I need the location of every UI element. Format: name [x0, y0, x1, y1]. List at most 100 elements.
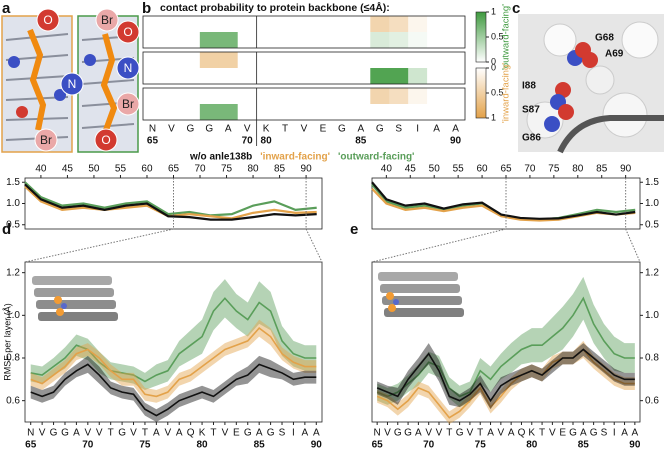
x-tick-number: 75: [475, 440, 487, 451]
x-tick-label: G: [205, 124, 213, 135]
x-tick-label: A: [580, 428, 587, 439]
row-label: N: [124, 61, 133, 75]
heat-cell: [370, 88, 390, 104]
heat-cell: [237, 52, 257, 68]
x-tick-label: 45: [405, 164, 417, 175]
heat-cell: [218, 104, 239, 120]
heat-cell: [370, 32, 390, 48]
panel-label: e: [350, 221, 358, 238]
heat-cell: [294, 104, 314, 120]
x-tick-label: A: [508, 428, 515, 439]
heat-cell: [313, 88, 333, 104]
y-tick-label: 1.2: [645, 267, 659, 278]
x-tick-label: N: [374, 428, 381, 439]
heat-cell: [275, 104, 295, 120]
x-tick-label: V: [498, 428, 505, 439]
row-frame: [142, 87, 466, 121]
x-tick-label: G: [590, 428, 598, 439]
x-tick-label: T: [282, 124, 288, 135]
residue-label: S87: [522, 105, 540, 116]
heat-cell: [275, 52, 295, 68]
heat-cell: [180, 88, 201, 104]
x-tick-label: E: [559, 428, 566, 439]
x-tick-label: 55: [115, 164, 127, 175]
heat-cell: [332, 52, 352, 68]
heat-cell: [199, 68, 220, 84]
legend-entry: 'inward-facing': [260, 152, 330, 163]
heat-cell: [143, 68, 163, 84]
atom-icon: [94, 128, 118, 152]
x-tick-label: G: [338, 124, 346, 135]
series-line: [24, 181, 317, 217]
y-tick-label: 0.6: [6, 395, 20, 406]
heat-cell: [351, 68, 371, 84]
x-tick-label: A: [621, 428, 628, 439]
x-tick-label: K: [528, 428, 535, 439]
x-tick-label: G: [118, 428, 126, 439]
x-tick-label: S: [601, 428, 608, 439]
band: [30, 319, 317, 403]
heat-cell: [143, 52, 163, 68]
x-tick-number: 85: [254, 440, 266, 451]
heat-cell: [143, 16, 163, 32]
x-tick-label: V: [164, 428, 171, 439]
x-tick-label: V: [425, 428, 432, 439]
heat-cell: [446, 16, 466, 32]
heat-cell: [446, 68, 466, 84]
y-tick-label: 0.6: [645, 395, 659, 406]
series-line: [24, 183, 317, 221]
x-tick-label: V: [384, 428, 391, 439]
heat-cell: [237, 104, 257, 120]
heat-cell: [408, 68, 428, 84]
x-tick-label: T: [477, 428, 483, 439]
x-tick-label: E: [233, 428, 240, 439]
heat-cell: [218, 88, 239, 104]
x-tick-label: 60: [477, 164, 489, 175]
heat-cell: [294, 16, 314, 32]
x-tick-number: 90: [629, 440, 641, 451]
x-tick-label: G: [404, 428, 412, 439]
heat-cell: [218, 52, 239, 68]
y-tick-label: 1.5: [6, 177, 20, 188]
x-tick-label: V: [168, 124, 175, 135]
heat-cell: [199, 104, 220, 120]
x-tick-number: 80: [261, 136, 273, 147]
heat-cell: [275, 32, 295, 48]
row-icon: [116, 92, 140, 116]
zoom-connector: [24, 228, 174, 263]
x-tick-label: A: [176, 428, 183, 439]
x-tick-number: 70: [423, 440, 435, 451]
heat-cell: [313, 52, 333, 68]
x-tick-label: 90: [301, 164, 313, 175]
y-tick-label: 1.0: [645, 198, 659, 209]
row-frame: [142, 51, 466, 85]
x-tick-label: G: [50, 428, 58, 439]
residue-label: A69: [605, 49, 624, 60]
heat-cell: [256, 32, 276, 48]
x-tick-number: 85: [578, 440, 590, 451]
x-tick-label: Q: [187, 428, 195, 439]
residue-label: I88: [522, 81, 536, 92]
heat-cell: [161, 52, 182, 68]
heat-cell: [427, 104, 447, 120]
heat-cell: [351, 104, 371, 120]
x-tick-number: 85: [355, 136, 367, 147]
x-tick-label: 40: [381, 164, 393, 175]
x-tick-number: 65: [147, 136, 159, 147]
series-line: [376, 348, 635, 403]
x-tick-label: K: [199, 428, 206, 439]
heat-cell: [256, 16, 276, 32]
heat-cell: [351, 52, 371, 68]
heat-cell: [370, 104, 390, 120]
y-tick-label: 0.8: [645, 353, 659, 364]
colorbar: [475, 11, 487, 63]
heat-cell: [199, 52, 220, 68]
y-tick-label: 1.0: [6, 198, 20, 209]
heat-cell: [256, 104, 276, 120]
heat-cell: [218, 16, 239, 32]
atom-icon: [95, 8, 119, 32]
atom-label: Br: [101, 13, 113, 27]
atom-icon: [34, 128, 58, 152]
heat-cell: [427, 68, 447, 84]
colorbar: [475, 67, 487, 119]
